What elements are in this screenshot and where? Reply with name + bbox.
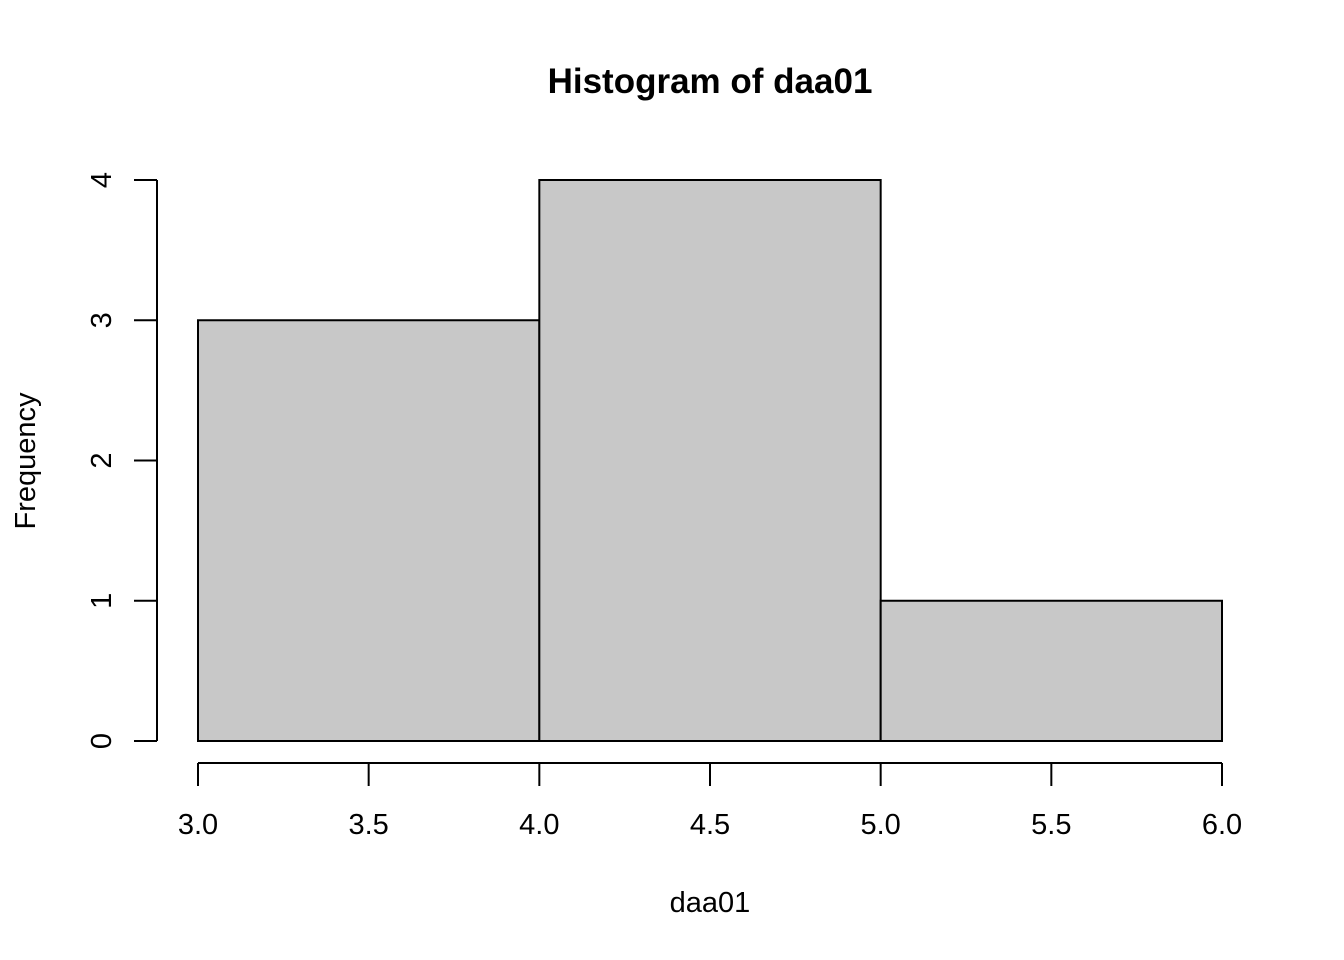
y-tick-label: 3 [86,312,118,328]
x-axis: 3.0 3.5 4.0 4.5 5.0 5.5 6.0 [178,762,1242,841]
histogram-bar [197,319,541,742]
y-tick-label: 0 [86,733,118,749]
chart-title: Histogram of daa01 [548,62,873,101]
x-tick-label: 5.5 [1031,809,1071,841]
x-tick-label: 4.0 [519,809,559,841]
y-tick-label: 2 [86,452,118,468]
histogram-bar [538,179,882,742]
histogram-bar [879,599,1224,742]
bars-group [197,179,1224,742]
y-axis: 0 1 2 3 4 [86,172,158,749]
x-tick-label: 5.0 [861,809,901,841]
x-tick-label: 3.0 [178,809,218,841]
y-tick-label: 4 [86,172,118,188]
x-tick-label: 4.5 [690,809,730,841]
y-tick-label: 1 [86,593,118,609]
x-tick-label: 6.0 [1202,809,1242,841]
x-axis-label: daa01 [670,887,751,919]
y-axis-label: Frequency [10,392,42,530]
x-tick-label: 3.5 [349,809,389,841]
